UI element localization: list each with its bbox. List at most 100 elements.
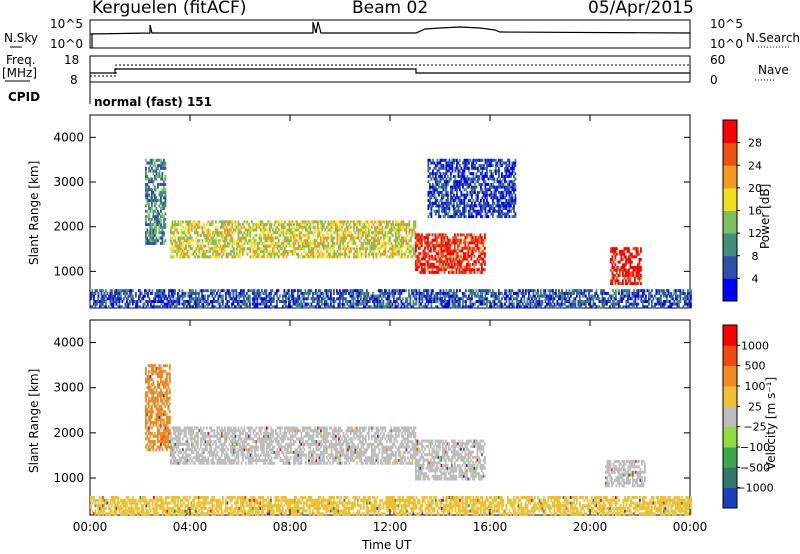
range-gate-cell (252, 241, 255, 245)
range-gate-cell (468, 158, 470, 162)
range-gate-cell (339, 223, 342, 227)
range-gate-cell (148, 233, 150, 237)
range-gate-cell (260, 249, 262, 253)
range-gate-cell (448, 257, 450, 261)
range-gate-cell (309, 244, 312, 248)
range-gate-cell (513, 188, 515, 192)
range-gate-cell (212, 231, 214, 235)
range-gate-cell (176, 231, 178, 235)
range-gate-cell (112, 300, 115, 303)
range-gate-cell (483, 193, 485, 197)
range-gate-cell (501, 291, 503, 295)
freq-tick-top: 18 (64, 53, 80, 67)
range-gate-cell (381, 289, 383, 293)
range-gate-cell (133, 300, 136, 303)
range-gate-cell (454, 302, 457, 306)
range-gate-cell (433, 265, 435, 269)
range-gate-cell (255, 241, 258, 245)
nsearch-tick-top: 10^5 (710, 17, 743, 31)
range-gate-cell (263, 228, 265, 232)
range-gate-cell (574, 289, 577, 293)
range-gate-cell (463, 199, 466, 202)
range-gate-cell (154, 209, 156, 213)
range-gate-cell (260, 228, 262, 232)
range-gate-cell (273, 305, 275, 309)
range-gate-cell (299, 233, 301, 237)
range-gate-cell (231, 297, 233, 301)
range-gate-cell (514, 193, 517, 197)
range-gate-cell (257, 223, 259, 227)
range-gate-cell (127, 302, 130, 306)
range-gate-cell (487, 182, 490, 186)
range-gate-cell (237, 244, 240, 248)
range-gate-cell (217, 289, 220, 293)
range-gate-cell (341, 239, 343, 243)
range-gate-cell (495, 172, 497, 176)
range-gate-cell (336, 255, 339, 259)
range-gate-cell (585, 289, 587, 293)
range-gate-cell (489, 158, 491, 162)
range-gate-cell (479, 236, 482, 240)
range-gate-cell (565, 305, 568, 309)
range-gate-cell (466, 180, 469, 184)
range-gate-cell (265, 305, 268, 309)
range-gate-cell (303, 223, 306, 227)
range-gate-cell (445, 201, 448, 205)
range-gate-cell (483, 174, 485, 178)
range-gate-cell (630, 302, 632, 306)
range-gate-cell (360, 297, 362, 301)
range-gate-cell (634, 255, 636, 259)
range-gate-cell (215, 252, 217, 256)
range-gate-cell (170, 255, 172, 259)
range-gate-cell (296, 223, 298, 227)
range-gate-cell (504, 297, 506, 301)
range-gate-cell (597, 305, 599, 309)
range-gate-cell (161, 225, 164, 229)
range-gate-cell (366, 241, 369, 245)
range-gate-cell (262, 302, 265, 306)
range-gate-cell (463, 201, 466, 205)
range-gate-cell (189, 291, 191, 295)
range-gate-cell (660, 302, 662, 306)
range-gate-cell (582, 291, 584, 295)
range-gate-cell (160, 302, 163, 306)
range-gate-cell (384, 231, 387, 235)
range-gate-cell (400, 289, 403, 293)
range-gate-cell (457, 302, 460, 306)
range-gate-cell (427, 300, 430, 303)
range-gate-cell (275, 231, 277, 235)
range-gate-cell (372, 297, 374, 301)
range-gate-cell (170, 225, 172, 229)
range-gate-cell (420, 291, 422, 295)
range-gate-cell (520, 297, 523, 301)
range-gate-cell (174, 228, 177, 232)
range-gate-cell (354, 223, 357, 227)
range-gate-cell (498, 305, 500, 309)
range-gate-cell (350, 231, 352, 235)
range-gate-cell (555, 291, 557, 295)
range-gate-cell (276, 247, 279, 251)
range-gate-cell (469, 182, 472, 186)
range-gate-cell (360, 228, 363, 232)
range-gate-cell (336, 241, 339, 245)
range-gate-cell (480, 212, 482, 216)
range-gate-cell (661, 289, 664, 293)
range-gate-cell (161, 233, 164, 237)
range-gate-cell (181, 297, 184, 301)
range-gate-cell (148, 177, 150, 181)
range-gate-cell (293, 247, 295, 251)
range-gate-cell (442, 241, 444, 245)
range-gate-cell (182, 252, 184, 256)
range-gate-cell (356, 236, 358, 240)
range-gate-cell (483, 177, 485, 181)
range-gate-cell (96, 289, 98, 293)
range-gate-cell (487, 291, 490, 295)
range-gate-cell (398, 249, 400, 253)
range-gate-cell (433, 294, 436, 298)
range-gate-cell (161, 172, 164, 176)
range-gate-cell (442, 289, 445, 293)
range-gate-cell (504, 204, 506, 208)
range-gate-cell (276, 255, 279, 259)
range-gate-cell (423, 289, 425, 293)
range-gate-cell (568, 300, 571, 303)
